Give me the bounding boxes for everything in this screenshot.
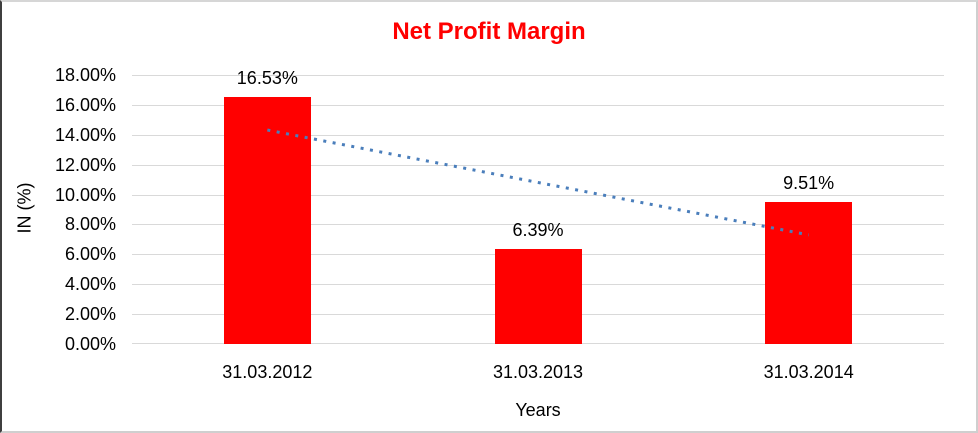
- y-tick-label: 6.00%: [64, 244, 116, 265]
- gridline: [132, 105, 944, 106]
- y-tick-label: 10.00%: [54, 184, 116, 205]
- gridline: [132, 224, 944, 225]
- y-tick-label: 16.00%: [54, 94, 116, 115]
- y-tick-label: 18.00%: [54, 65, 116, 85]
- gridline: [132, 135, 944, 136]
- y-tick-label: 14.00%: [54, 124, 116, 145]
- bar-data-label: 9.51%: [783, 173, 835, 193]
- bar: [494, 249, 582, 344]
- y-tick-label: 4.00%: [64, 274, 116, 295]
- gridline: [132, 195, 944, 196]
- plot-area: 16.53% 6.39% 9.51%: [132, 68, 944, 344]
- y-tick-label: 12.00%: [54, 154, 116, 175]
- gridline: [132, 165, 944, 166]
- x-tick-label: 31.03.2014: [763, 362, 854, 382]
- x-tick-label: 31.03.2012: [222, 362, 313, 382]
- y-tick-label: 8.00%: [64, 214, 116, 235]
- x-axis-tick-labels: 31.03.2012 31.03.2013 31.03.2014: [132, 361, 944, 383]
- y-axis-tick-labels: 18.00% 16.00% 14.00% 12.00% 10.00% 8.00% 6.00%…: [2, 65, 116, 354]
- gridline: [132, 75, 944, 76]
- trendline: [267, 128, 809, 237]
- y-tick-label: 0.00%: [64, 334, 116, 354]
- bar-data-label: 6.39%: [512, 220, 564, 240]
- y-tick-label: 2.00%: [64, 304, 116, 325]
- bar-data-label: 16.53%: [236, 68, 298, 88]
- x-tick-label: 31.03.2013: [492, 362, 584, 382]
- bar: [223, 97, 311, 344]
- chart-title: Net Profit Margin: [392, 18, 586, 45]
- bar: [765, 202, 853, 344]
- x-axis-title: Years: [515, 400, 561, 420]
